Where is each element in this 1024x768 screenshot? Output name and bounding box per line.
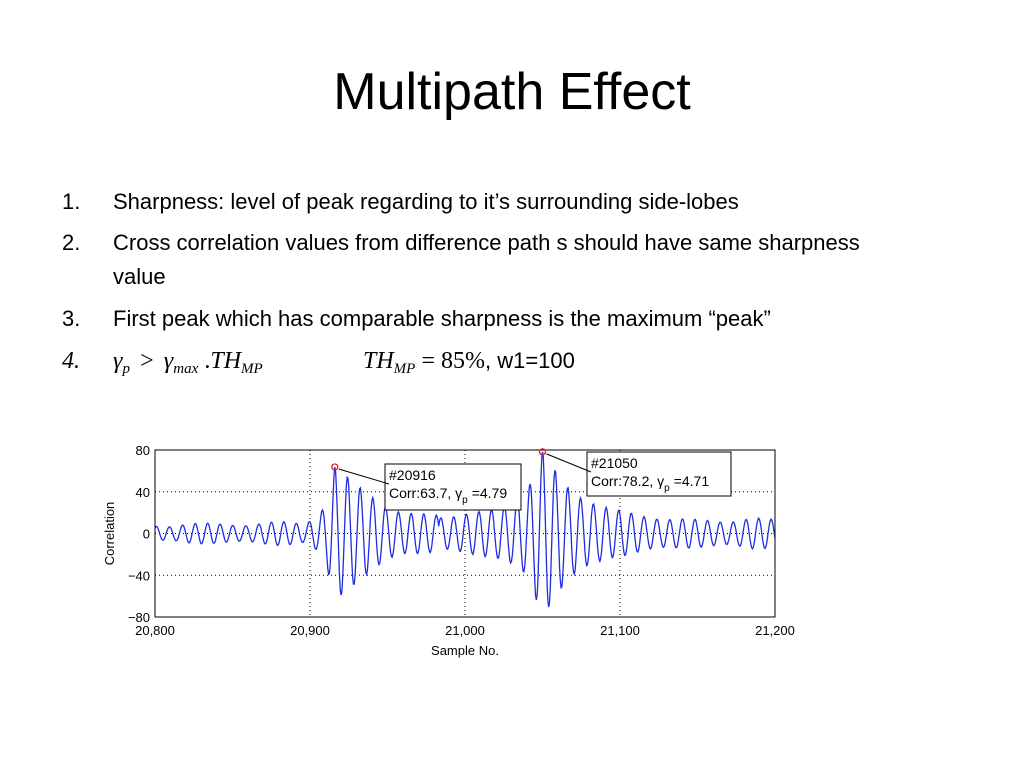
x-tick-label: 21,100 <box>600 623 640 638</box>
item-number: 4. <box>62 348 80 374</box>
y-tick-label: −80 <box>128 610 150 625</box>
peak-callout-box <box>586 451 732 497</box>
page-title: Multipath Effect <box>333 63 691 121</box>
item-text: Sharpness: level of peak regarding to it… <box>113 189 739 214</box>
peak-callout-arrow <box>338 468 390 485</box>
x-tick-label: 21,200 <box>755 623 795 638</box>
peak-marker <box>331 463 339 471</box>
peak-callout-box <box>384 463 522 511</box>
peak-corr-label: Corr:78.2, γp =4.71 <box>591 473 709 494</box>
item-number: 1. <box>62 189 81 214</box>
y-tick-label: 40 <box>136 485 150 500</box>
x-tick-label: 21,000 <box>445 623 485 638</box>
chart-annotations: #20916 Corr:63.7, γp =4.79 #21050 Corr:78.2,… <box>331 448 732 511</box>
formula: γp > γmax .THMP THMP = 85%, w1=100 <box>113 348 575 377</box>
x-tick-label: 20,800 <box>135 623 175 638</box>
chart-axes: 20,800 20,900 21,000 21,100 21,200 80 40 0 −40 −8… <box>102 443 795 658</box>
peak-id-label: #21050 <box>591 455 638 471</box>
chart-series <box>154 451 776 608</box>
y-axis-label: Correlation <box>102 502 117 566</box>
plot-frame <box>154 449 776 618</box>
correlation-series <box>154 451 776 608</box>
y-tick-label: −40 <box>128 568 150 583</box>
y-tick-label: 0 <box>143 527 150 542</box>
x-tick-label: 20,900 <box>290 623 330 638</box>
item-number: 3. <box>62 306 81 331</box>
item-number: 2. <box>62 230 81 255</box>
peak-callout-arrow <box>546 453 592 473</box>
correlation-chart: 20,800 20,900 21,000 21,100 21,200 80 40 0 −40 −8… <box>102 443 795 658</box>
y-tick-label: 80 <box>136 443 150 458</box>
x-axis-label: Sample No. <box>431 643 499 658</box>
peak-id-label: #20916 <box>389 467 436 483</box>
peak-corr-label: Corr:63.7, γp =4.79 <box>389 485 507 506</box>
item-text: First peak which has comparable sharpnes… <box>113 306 771 331</box>
item-text: Cross correlation values from difference… <box>113 230 860 289</box>
peak-marker <box>538 448 547 456</box>
